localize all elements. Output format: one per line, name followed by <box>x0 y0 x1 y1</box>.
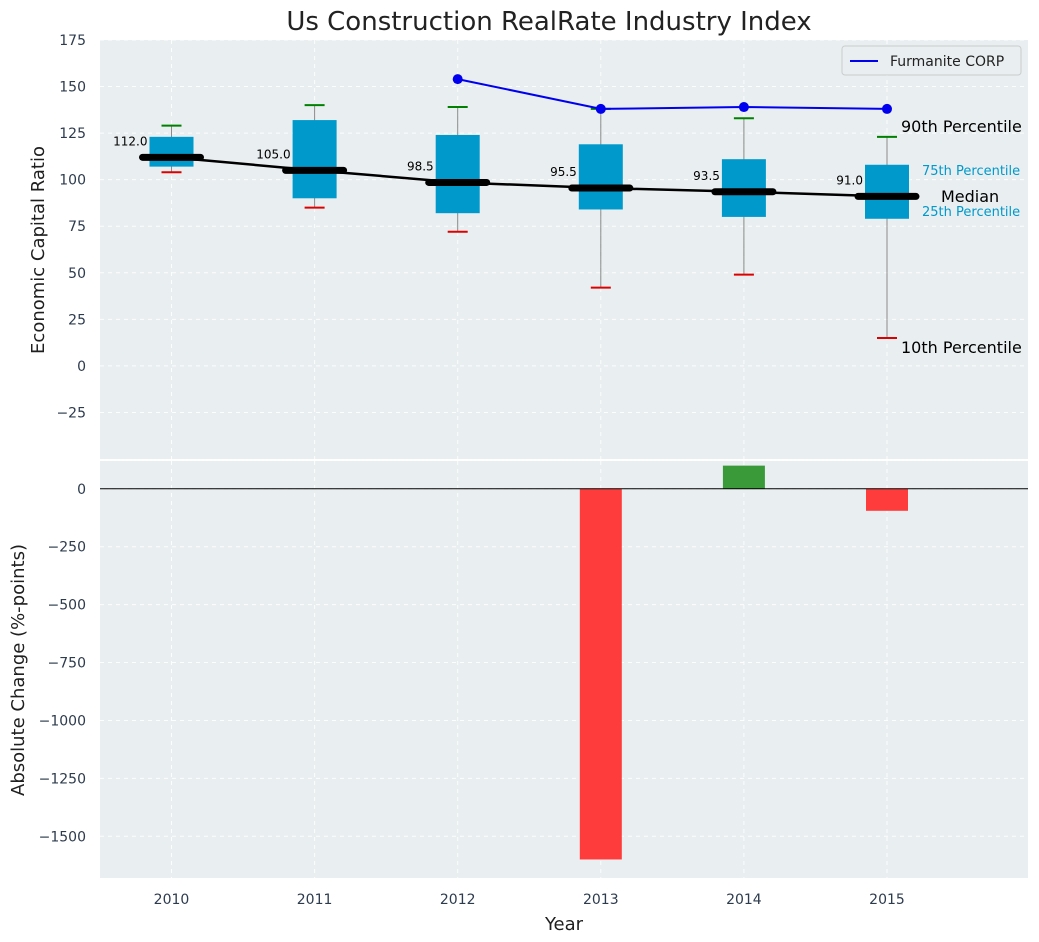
furmanite-series-point <box>452 74 463 85</box>
iqr-box <box>865 164 909 219</box>
p90-annotation: 90th Percentile <box>901 117 1022 136</box>
p25-annotation: 25th Percentile <box>922 205 1020 220</box>
iqr-box <box>149 136 194 167</box>
iqr-box <box>292 120 337 199</box>
bottom-y-axis-title: Absolute Change (%-points) <box>8 544 29 796</box>
iqr-box <box>721 159 766 217</box>
median-value-label: 105.0 <box>256 147 290 161</box>
p10-annotation: 10th Percentile <box>901 338 1022 357</box>
median-annotation: Median <box>941 187 999 206</box>
bottom-y-tick-label: −1500 <box>39 829 86 845</box>
median-value-label: 95.5 <box>550 165 577 179</box>
furmanite-series-point <box>738 102 749 113</box>
bottom-plot-area <box>100 461 1028 878</box>
x-tick-label: 2015 <box>869 892 905 908</box>
bottom-y-tick-label: −1000 <box>39 713 86 729</box>
bottom-y-tick-label: −250 <box>48 540 86 556</box>
top-y-tick-label: 0 <box>77 359 86 375</box>
median-value-label: 98.5 <box>407 159 434 173</box>
top-y-tick-label: 75 <box>68 219 86 235</box>
top-y-tick-label: 50 <box>68 266 86 282</box>
top-y-axis-title: Economic Capital Ratio <box>28 146 49 354</box>
x-tick-label: 2011 <box>297 892 333 908</box>
axis-layer: −2502550751001251501750−250−500−750−1000… <box>39 33 905 908</box>
top-y-tick-label: 100 <box>59 173 86 189</box>
top-y-tick-label: −25 <box>56 405 86 421</box>
x-tick-label: 2012 <box>440 892 476 908</box>
p75-annotation: 75th Percentile <box>922 164 1020 179</box>
bar-layer <box>100 465 1028 860</box>
top-y-tick-label: 25 <box>68 312 86 328</box>
iqr-box <box>578 144 623 210</box>
median-value-label: 93.5 <box>693 169 720 183</box>
median-value-label: 91.0 <box>836 173 863 187</box>
x-tick-label: 2013 <box>583 892 619 908</box>
top-y-tick-label: 150 <box>59 80 86 96</box>
top-plot-area <box>100 40 1028 459</box>
legend-box <box>841 45 1022 76</box>
legend-series-label: Furmanite CORP <box>890 54 1004 70</box>
x-tick-label: 2014 <box>726 892 762 908</box>
x-tick-label: 2010 <box>154 892 190 908</box>
bottom-y-tick-label: 0 <box>77 482 86 498</box>
change-bar <box>722 465 765 489</box>
bottom-y-tick-label: −1250 <box>39 771 86 787</box>
top-y-tick-label: 125 <box>59 126 86 142</box>
legend: Furmanite CORP <box>841 45 1022 76</box>
top-y-tick-label: 175 <box>59 33 86 49</box>
change-bar <box>866 488 908 511</box>
change-bar <box>579 488 622 860</box>
median-value-label: 112.0 <box>113 134 147 148</box>
furmanite-series-line <box>457 78 888 110</box>
percentile-annotations: 90th Percentile 75th Percentile Median 2… <box>901 117 1022 357</box>
iqr-box <box>435 134 480 214</box>
furmanite-series-point <box>595 103 606 114</box>
chart-title: Us Construction RealRate Industry Index <box>286 7 811 37</box>
x-axis-title: Year <box>544 914 584 935</box>
furmanite-series-point <box>882 103 892 114</box>
box-plot-layer: 112.0 105.0 98.5 95.5 93.5 91.0 <box>113 74 920 339</box>
bottom-y-tick-label: −750 <box>48 656 86 672</box>
bottom-y-tick-label: −500 <box>48 598 86 614</box>
